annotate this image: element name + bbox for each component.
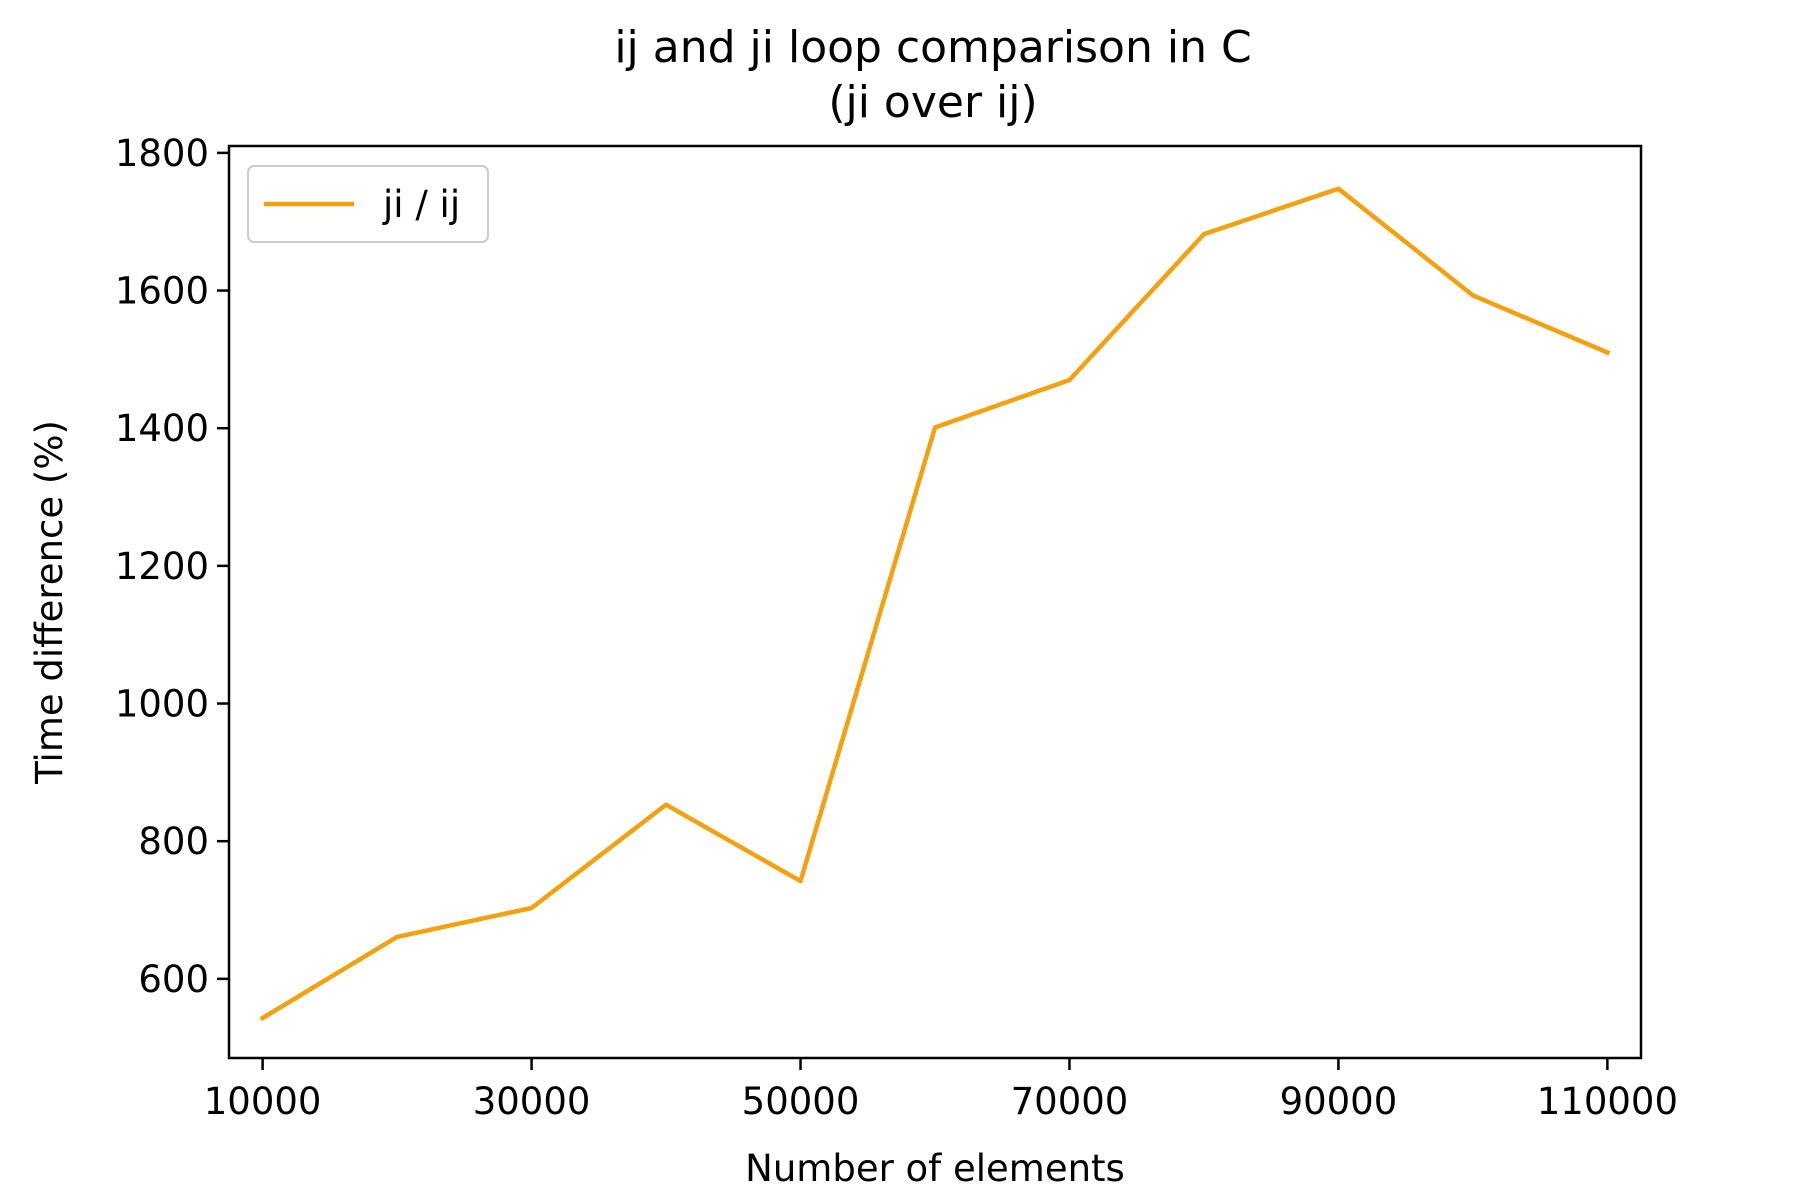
legend-box bbox=[247, 165, 489, 243]
legend: ji / ij bbox=[247, 165, 489, 243]
y-tick-label: 1400 bbox=[115, 407, 209, 450]
x-tick-label: 90000 bbox=[1280, 1080, 1398, 1123]
plot-series bbox=[259, 186, 1611, 1022]
x-tick-label: 70000 bbox=[1011, 1080, 1129, 1123]
y-tick-label: 1600 bbox=[115, 270, 209, 313]
series-line-ji-ij bbox=[259, 186, 1611, 1022]
y-tick-label: 800 bbox=[138, 820, 209, 863]
chart-subtitle: (ji over ij) bbox=[828, 77, 1037, 128]
chart-title: ij and ji loop comparison in C bbox=[614, 22, 1251, 73]
y-axis-ticks: 600 800 1000 1200 1400 1600 1800 bbox=[115, 132, 229, 1001]
x-tick-label: 10000 bbox=[204, 1080, 322, 1123]
x-axis-ticks: 10000 30000 50000 70000 90000 110000 bbox=[204, 1058, 1678, 1123]
y-tick-label: 1200 bbox=[115, 545, 209, 588]
x-tick-label: 50000 bbox=[742, 1080, 860, 1123]
y-axis-label: Time difference (%) bbox=[28, 420, 71, 785]
y-tick-label: 1000 bbox=[115, 683, 209, 726]
x-tick-label: 110000 bbox=[1537, 1080, 1678, 1123]
plot-frame bbox=[227, 144, 1643, 1060]
y-tick-label: 600 bbox=[138, 958, 209, 1001]
legend-label-ji-ij: ji / ij bbox=[382, 183, 460, 226]
y-tick-label: 1800 bbox=[115, 132, 209, 175]
x-axis-label: Number of elements bbox=[745, 1147, 1125, 1190]
x-tick-label: 30000 bbox=[473, 1080, 591, 1123]
